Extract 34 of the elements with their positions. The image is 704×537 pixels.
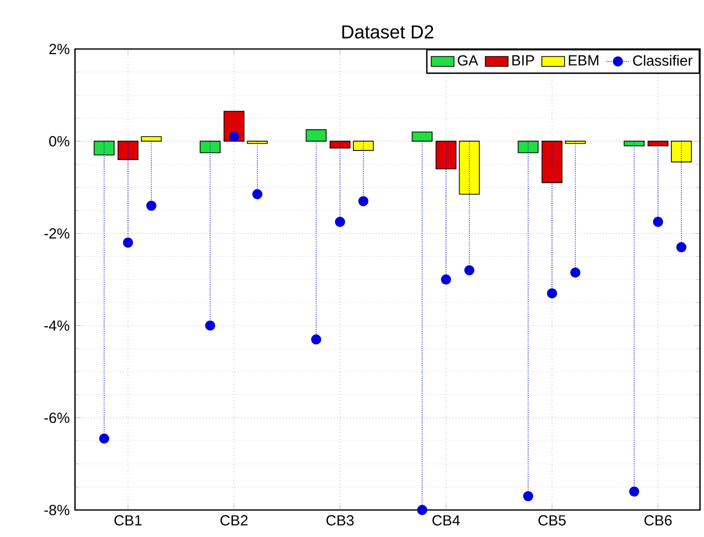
bar [118, 140, 138, 160]
x-tick-label: CB3 [326, 515, 354, 526]
bar [542, 140, 562, 184]
legend-label: BIP [512, 55, 534, 66]
bar [94, 140, 115, 156]
legend-label: Classifier [633, 55, 692, 66]
bar [518, 140, 539, 154]
x-tick-label: CB1 [114, 515, 142, 526]
x-tick-label: CB6 [644, 515, 672, 526]
x-tick-label: CB4 [432, 515, 460, 526]
bar [624, 140, 645, 146]
legend-label: EBM [568, 55, 598, 66]
bar [564, 140, 586, 144]
y-tick-label: -6% [44, 412, 70, 423]
x-tick-label: CB5 [538, 515, 566, 526]
y-tick-label: 2% [49, 44, 70, 54]
y-tick-label: -8% [44, 504, 70, 516]
bar [352, 140, 374, 151]
y-tick-label: -2% [44, 228, 70, 239]
y-tick-label: 0% [49, 136, 70, 146]
bar [306, 129, 327, 142]
x-tick-label: CB2 [220, 515, 248, 526]
bar [458, 140, 480, 195]
bar [330, 140, 350, 149]
bar [648, 140, 668, 146]
bar [670, 140, 692, 162]
chart-title: Dataset D2 [342, 25, 434, 39]
bar [436, 140, 456, 170]
legend-label: GA [458, 55, 478, 66]
bar [412, 132, 433, 142]
bar [246, 140, 268, 144]
bar [140, 136, 162, 142]
bar [200, 140, 221, 154]
y-tick-label: -4% [44, 320, 70, 331]
